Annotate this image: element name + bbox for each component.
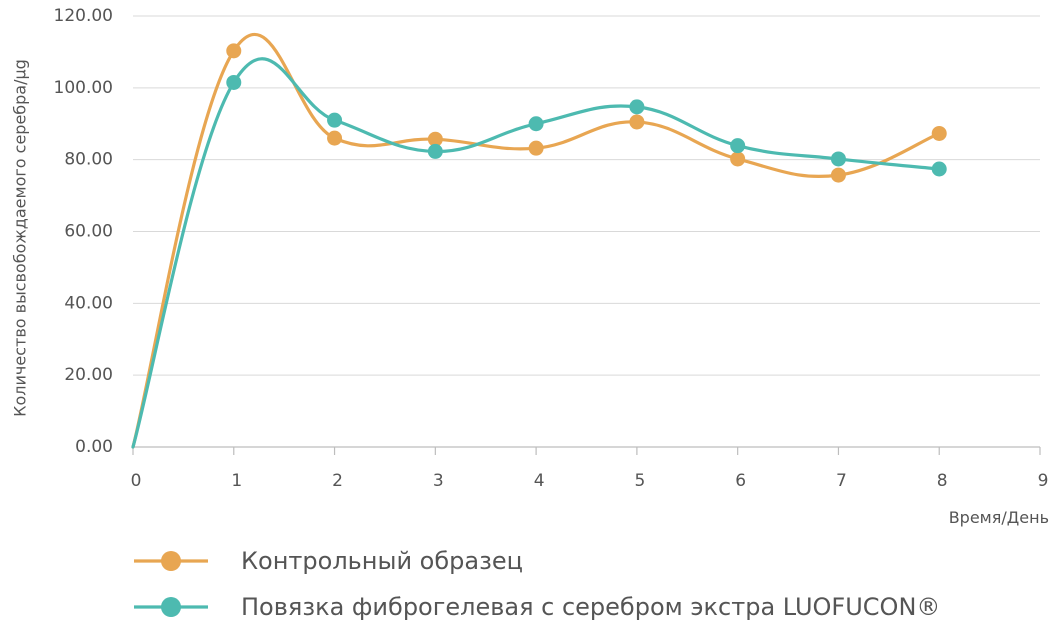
y-tick-label: 80.00 xyxy=(64,150,113,170)
gridlines xyxy=(133,15,1040,376)
data-point xyxy=(528,116,544,132)
series-line xyxy=(131,57,941,449)
series-line xyxy=(131,32,941,449)
legend-label: Повязка фиброгелевая с серебром экстра L… xyxy=(241,593,940,621)
data-point xyxy=(629,114,645,130)
data-point xyxy=(730,151,746,167)
legend-swatch-marker xyxy=(161,551,181,571)
legend-swatch-marker xyxy=(161,597,181,617)
data-point xyxy=(931,161,947,177)
y-tick-label: 120.00 xyxy=(54,6,113,26)
x-tick-label: 9 xyxy=(1038,471,1049,491)
series-2-points xyxy=(226,74,947,177)
data-point xyxy=(528,140,544,156)
data-point xyxy=(629,99,645,115)
x-tick-labels: 0 1 2 3 4 5 6 7 8 9 xyxy=(131,447,1049,491)
legend: Контрольный образец Повязка фиброгелевая … xyxy=(134,547,940,621)
data-point xyxy=(830,167,846,183)
data-point xyxy=(327,130,343,146)
y-tick-label: 20.00 xyxy=(64,365,113,385)
x-axis-title: Время/День xyxy=(949,508,1049,527)
series-1-points xyxy=(226,43,947,183)
series-2 xyxy=(131,57,941,449)
x-tick-label: 8 xyxy=(937,471,948,491)
data-point xyxy=(427,143,443,159)
data-point xyxy=(327,112,343,128)
x-tick-label: 6 xyxy=(735,471,746,491)
y-tick-label: 0.00 xyxy=(75,437,113,457)
data-point xyxy=(226,43,242,59)
y-tick-label: 40.00 xyxy=(64,293,113,313)
x-tick-label: 2 xyxy=(332,471,343,491)
y-tick-label: 100.00 xyxy=(54,78,113,98)
data-point xyxy=(830,151,846,167)
x-tick-label: 7 xyxy=(836,471,847,491)
data-point xyxy=(226,74,242,90)
x-tick-label: 4 xyxy=(534,471,545,491)
legend-label: Контрольный образец xyxy=(241,547,523,575)
legend-item: Контрольный образец xyxy=(134,547,523,575)
y-tick-label: 60.00 xyxy=(64,222,113,242)
x-tick-label: 3 xyxy=(433,471,444,491)
y-axis-title: Количество высвобождаемого серебра/µg xyxy=(11,59,30,417)
series-1 xyxy=(131,32,941,449)
data-point xyxy=(730,138,746,154)
legend-item: Повязка фиброгелевая с серебром экстра L… xyxy=(134,593,940,621)
x-tick-label: 1 xyxy=(231,471,242,491)
data-point xyxy=(427,131,443,147)
data-point xyxy=(931,125,947,141)
series xyxy=(131,32,947,449)
x-tick-label: 5 xyxy=(634,471,645,491)
y-tick-labels: 0.00 20.00 40.00 60.00 80.00 100.00 120.00 xyxy=(54,6,113,457)
x-tick-label: 0 xyxy=(131,471,142,491)
